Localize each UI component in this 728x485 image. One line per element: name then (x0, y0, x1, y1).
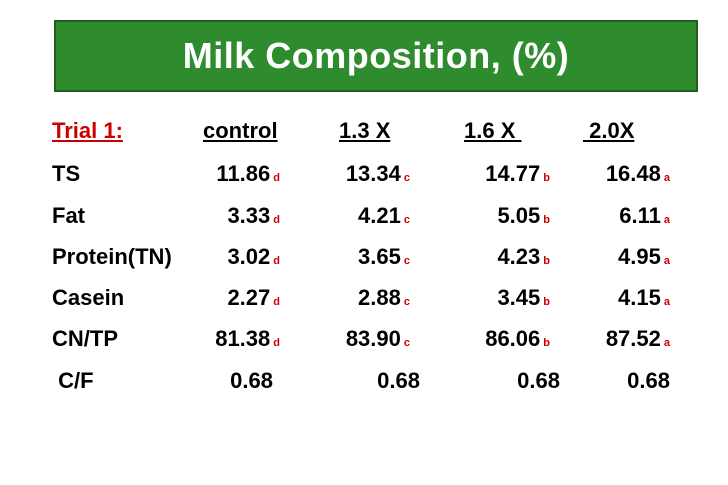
significance-letter: b (543, 255, 550, 267)
significance-letter: b (543, 172, 550, 184)
value-cell: 4.23 b (497, 244, 550, 269)
significance-letter: c (403, 172, 410, 184)
row-label: Protein(TN) (52, 244, 172, 269)
value-cell: 6.11 a (619, 203, 670, 228)
significance-letter: b (543, 214, 550, 226)
significance-letter: a (663, 172, 670, 184)
row-label: TS (52, 161, 81, 186)
value-cell: 3.02 d (227, 244, 280, 269)
table-row: Fat 3.33 d 4.21 c 5.05 b 6.11 a (0, 203, 728, 233)
value-cell: 0.68 (230, 368, 273, 393)
significance-letter: b (543, 337, 550, 349)
significance-letter: c (403, 296, 410, 308)
significance-letter: c (403, 214, 410, 226)
column-header-control: control (203, 118, 278, 143)
table-row: Casein 2.27 d 2.88 c 3.45 b 4.15 a (0, 285, 728, 315)
value-cell: 4.95 a (618, 244, 670, 269)
column-header-1-3x: 1.3 X (339, 118, 391, 143)
significance-letter: d (273, 296, 280, 308)
table-row: TS 11.86 d 13.34 c 14.77 b 16.48 a (0, 161, 728, 191)
significance-letter: a (663, 337, 670, 349)
value-cell: 3.65 c (358, 244, 410, 269)
value-cell: 83.90 c (345, 326, 410, 351)
column-header-1-6x: 1.6 X (464, 118, 522, 143)
value-cell: 3.33 d (227, 203, 280, 228)
title-banner: Milk Composition, (%) (54, 20, 698, 92)
significance-letter: d (273, 255, 280, 267)
significance-letter: a (663, 255, 670, 267)
table-row: C/F 0.68 0.68 0.68 0.68 (0, 368, 728, 398)
value-cell: 5.05 b (497, 203, 550, 228)
value-cell: 13.34 c (345, 161, 410, 186)
value-cell: 0.68 (627, 368, 670, 393)
row-label: Casein (52, 285, 125, 310)
page-title: Milk Composition, (%) (182, 35, 570, 76)
value-cell: 86.06 b (485, 326, 550, 351)
column-header-2-0x: 2.0X (583, 118, 635, 143)
value-cell: 16.48 a (605, 161, 670, 186)
value-cell: 4.21 c (358, 203, 410, 228)
value-cell: 3.45 b (497, 285, 550, 310)
row-label: C/F (52, 368, 94, 393)
significance-letter: b (543, 296, 550, 308)
row-label: CN/TP (52, 326, 118, 351)
value-cell: 87.52 a (605, 326, 670, 351)
significance-letter: d (273, 214, 280, 226)
significance-letter: a (663, 296, 670, 308)
table-row: CN/TP 81.38 d 83.90 c 86.06 b 87.52 a (0, 326, 728, 356)
significance-letter: a (663, 214, 670, 226)
value-cell: 11.86 d (216, 161, 280, 186)
value-cell: 2.88 c (358, 285, 410, 310)
significance-letter: c (403, 337, 410, 349)
table-header-row: Trial 1: control 1.3 X 1.6 X 2.0X (0, 118, 728, 148)
table-row: Protein(TN) 3.02 d 3.65 c 4.23 b 4.95 a (0, 244, 728, 274)
trial-label: Trial 1: (52, 118, 123, 143)
value-cell: 2.27 d (227, 285, 280, 310)
significance-letter: c (403, 255, 410, 267)
value-cell: 81.38 d (215, 326, 280, 351)
value-cell: 4.15 a (618, 285, 670, 310)
value-cell: 0.68 (517, 368, 560, 393)
row-label: Fat (52, 203, 85, 228)
significance-letter: d (273, 337, 280, 349)
significance-letter: d (273, 172, 280, 184)
value-cell: 0.68 (377, 368, 420, 393)
value-cell: 14.77 b (485, 161, 550, 186)
